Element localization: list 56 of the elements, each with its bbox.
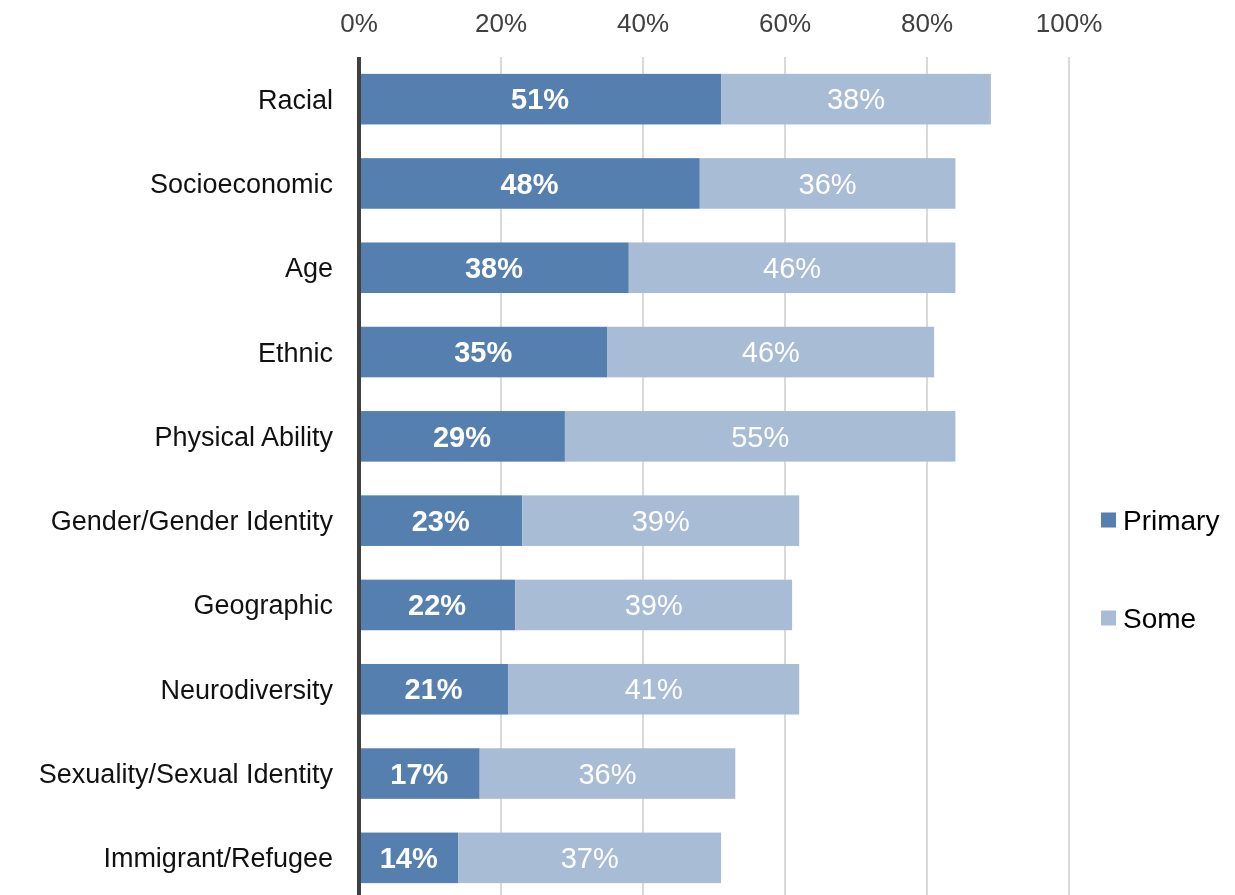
bar xyxy=(359,663,509,715)
data-label: 22% xyxy=(408,589,467,622)
y-tick-label: Physical Ability xyxy=(154,421,334,452)
x-tick-label: 60% xyxy=(758,8,812,39)
bar xyxy=(359,495,523,546)
data-label: 17% xyxy=(390,757,449,790)
bar xyxy=(359,242,629,294)
bar xyxy=(359,748,480,799)
y-tick-label: Age xyxy=(284,253,333,284)
x-tick-label: 20% xyxy=(474,8,528,39)
bar xyxy=(522,495,800,546)
data-label: 38% xyxy=(826,83,886,116)
bar xyxy=(479,748,736,799)
y-tick-label: Racial xyxy=(257,84,333,115)
bar xyxy=(508,663,800,715)
data-label: 37% xyxy=(560,842,619,874)
bar xyxy=(359,411,565,462)
data-label: 23% xyxy=(411,504,470,537)
x-tick-label: 80% xyxy=(900,8,954,39)
y-tick-label: Immigrant/Refugee xyxy=(103,843,333,874)
y-tick-label: Geographic xyxy=(193,590,333,621)
y-tick-label: Sexuality/Sexual Identity xyxy=(38,759,334,789)
data-label: 14% xyxy=(379,842,438,874)
data-label: 36% xyxy=(798,167,857,200)
data-label: 46% xyxy=(763,251,822,284)
data-label: 36% xyxy=(578,757,637,790)
bar xyxy=(564,411,956,462)
legend-label: Primary xyxy=(1123,504,1220,536)
data-label: 21% xyxy=(404,673,463,706)
bar xyxy=(721,73,991,125)
bar xyxy=(359,73,722,125)
x-tick-label: 0% xyxy=(340,8,378,39)
y-tick-label: Neurodiversity xyxy=(160,674,334,705)
data-label: 35% xyxy=(454,336,513,369)
data-label: 55% xyxy=(731,420,790,453)
data-label: 48% xyxy=(500,167,559,200)
y-tick-label: Gender/Gender Identity xyxy=(50,506,334,537)
bar xyxy=(458,832,722,884)
data-label: 38% xyxy=(464,251,524,284)
bar xyxy=(699,158,956,209)
bar xyxy=(359,326,608,378)
data-label: 39% xyxy=(624,589,683,622)
bar xyxy=(515,579,793,631)
bar xyxy=(607,326,935,378)
data-label: 41% xyxy=(624,673,683,706)
data-label: 51% xyxy=(511,83,570,116)
data-label: 39% xyxy=(631,504,690,537)
x-tick-label: 100% xyxy=(1035,8,1103,39)
y-tick-label: Ethnic xyxy=(257,337,333,368)
y-tick-label: Socioeconomic xyxy=(149,168,333,199)
data-label: 29% xyxy=(432,420,492,453)
bar xyxy=(359,158,700,209)
x-tick-label: 40% xyxy=(616,8,670,39)
bar xyxy=(628,242,956,294)
legend-label: Some xyxy=(1123,602,1197,634)
data-label: 46% xyxy=(741,336,800,369)
